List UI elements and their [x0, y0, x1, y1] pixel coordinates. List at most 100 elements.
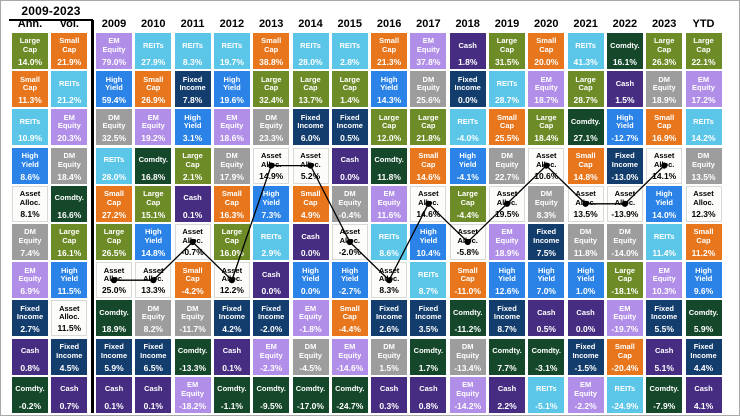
asset-return-value: 8.3%	[536, 209, 556, 220]
asset-return-value: 1.5%	[379, 362, 399, 373]
asset-return-value: -14.2%	[454, 400, 482, 411]
asset-cell: Large Cap -4.4%	[449, 185, 486, 222]
asset-cell: Comdty. -11.2%	[449, 300, 486, 337]
asset-return-value: 14.3%	[377, 95, 402, 106]
asset-label: DM Equity	[613, 227, 637, 245]
asset-label: Fixed Income	[690, 341, 717, 360]
asset-return-value: 8.7%	[418, 286, 439, 297]
asset-return-value: 2.1%	[182, 171, 203, 182]
asset-cell: EM Equity -2.3%	[253, 338, 290, 375]
asset-label: High Yield	[616, 112, 634, 131]
asset-label: Small Cap	[261, 36, 282, 54]
asset-return-value: -12.7%	[611, 133, 639, 144]
asset-cell: Small Cap 14.8%	[567, 147, 604, 184]
asset-return-value: 19.2%	[141, 133, 166, 144]
asset-cell: DM Equity 11.8%	[567, 224, 604, 260]
asset-cell: DM Equity -14.0%	[606, 224, 643, 260]
asset-label: Small Cap	[59, 36, 80, 54]
asset-cell: Small Cap 27.2%	[96, 185, 132, 222]
asset-cell: REITs 28.7%	[489, 71, 525, 108]
asset-label: REITs	[142, 40, 164, 50]
asset-label: Large Cap	[575, 74, 596, 93]
asset-label: DM Equity	[377, 341, 401, 360]
asset-return-value: -2.2%	[574, 400, 597, 411]
asset-return-value: -1.5%	[574, 362, 597, 373]
asset-label: Small Cap	[103, 189, 124, 207]
asset-cell: Fixed Income 6.5%	[135, 338, 172, 375]
column-header-2015: 2015	[337, 18, 363, 30]
asset-return-value: 8.3%	[379, 285, 399, 296]
asset-label: Fixed Income	[611, 150, 639, 169]
asset-cell: High Yield -2.7%	[331, 262, 368, 299]
asset-label: Small Cap	[300, 189, 321, 207]
asset-label: REITs	[457, 117, 479, 127]
asset-label: DM Equity	[495, 150, 519, 169]
asset-label: Large Cap	[221, 227, 243, 245]
asset-label: Large Cap	[536, 112, 557, 131]
asset-return-value: -24.7%	[336, 400, 364, 411]
asset-label: High Yield	[576, 265, 595, 284]
asset-cell: Cash 1.5%	[606, 71, 643, 108]
asset-cell: REITs 28.0%	[96, 147, 132, 184]
asset-cell: EM Equity -14.6%	[331, 338, 368, 375]
asset-label: Cash	[615, 78, 635, 88]
asset-cell: High Yield 1.0%	[567, 262, 604, 299]
asset-return-value: 10.9%	[17, 133, 43, 144]
asset-cell: Cash 0.0%	[567, 300, 604, 337]
asset-label: REITs	[58, 78, 80, 88]
asset-cell: Large Cap 14.0%	[12, 33, 48, 69]
asset-label: REITs	[182, 40, 203, 50]
asset-label: Comdty.	[374, 155, 404, 165]
asset-return-value: 18.7%	[534, 95, 559, 106]
asset-label: Comdty.	[492, 346, 522, 356]
asset-label: Comdty.	[413, 346, 444, 356]
asset-cell: Asset Alloc. 12.2%	[213, 262, 250, 299]
asset-cell: Large Cap 26.3%	[646, 33, 683, 69]
asset-label: Fixed Income	[493, 303, 521, 322]
column-header-2020: 2020	[534, 18, 559, 30]
asset-cell: DM Equity -13.4%	[449, 338, 486, 375]
asset-return-value: -20.4%	[611, 362, 639, 373]
asset-label: Comdty.	[177, 346, 208, 356]
asset-label: Asset Alloc.	[693, 189, 714, 207]
asset-cell: EM Equity -19.7%	[606, 300, 643, 337]
asset-return-value: 7.3%	[261, 209, 281, 220]
asset-return-value: 28.7%	[573, 95, 598, 106]
asset-label: Small Cap	[693, 227, 714, 245]
asset-cell: Cash 0.5%	[528, 300, 565, 337]
asset-label: Large Cap	[418, 112, 439, 131]
asset-cell: REITs 8.6%	[371, 224, 408, 260]
asset-cell: REITs -4.0%	[449, 109, 486, 146]
asset-label: Comdty.	[99, 308, 129, 318]
asset-label: EM Equity	[692, 74, 715, 93]
column-header-2012: 2012	[219, 18, 245, 30]
asset-label: Asset Alloc.	[103, 265, 125, 284]
asset-cell: Fixed Income 4.4%	[685, 338, 722, 375]
asset-return-value: 7.0%	[536, 286, 556, 297]
asset-cell: High Yield 0.0%	[292, 262, 329, 299]
asset-label: Cash	[301, 231, 320, 241]
asset-return-value: 8.7%	[497, 324, 517, 335]
asset-cell: Cash 0.8%	[12, 338, 48, 375]
asset-label: Fixed Income	[56, 341, 83, 360]
asset-return-value: 11.6%	[377, 209, 401, 220]
asset-cell: REITs 11.4%	[646, 224, 683, 260]
asset-return-value: 4.2%	[222, 324, 242, 335]
asset-label: Small Cap	[418, 150, 439, 169]
asset-cell: Fixed Income 7.5%	[528, 224, 565, 260]
asset-label: Small Cap	[221, 189, 242, 207]
asset-return-value: 0.3%	[379, 400, 399, 411]
asset-return-value: -9.5%	[260, 400, 283, 411]
asset-label: Comdty.	[54, 193, 85, 203]
asset-cell: REITs 21.2%	[51, 71, 88, 108]
asset-label: REITs	[19, 117, 41, 127]
asset-return-value: 25.0%	[101, 285, 127, 296]
asset-return-value: 0.5%	[340, 133, 360, 144]
asset-label: Small Cap	[575, 150, 596, 169]
asset-cell: Fixed Income -13.0%	[606, 147, 643, 184]
asset-label: EM Equity	[495, 227, 519, 245]
asset-label: REITs	[378, 231, 400, 241]
asset-cell: Large Cap 22.1%	[685, 33, 722, 69]
asset-return-value: 5.2%	[300, 170, 321, 181]
